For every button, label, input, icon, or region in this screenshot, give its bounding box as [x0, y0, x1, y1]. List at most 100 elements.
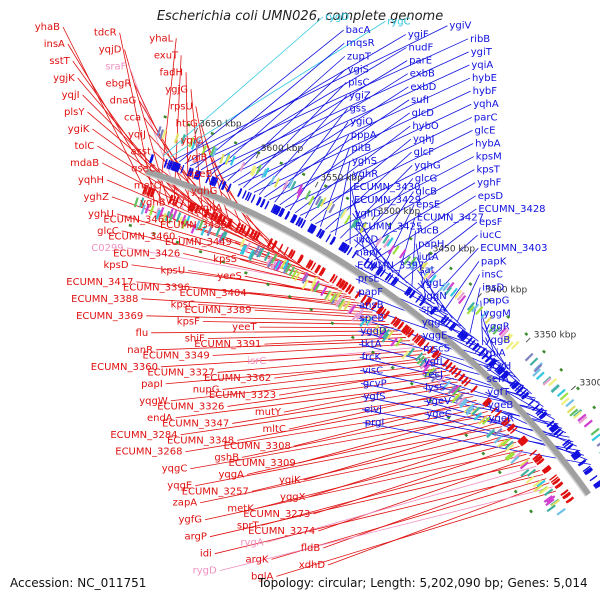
- cog-band: [149, 205, 155, 216]
- label-connector: [219, 486, 553, 572]
- gene-label: yggM: [483, 309, 510, 320]
- cog-band: [270, 253, 278, 264]
- gene-arrow: [238, 223, 244, 233]
- gene-arrow: [191, 203, 197, 213]
- gene-label: insC: [482, 269, 503, 280]
- cog-band: [364, 314, 372, 325]
- gene-arrow: [148, 154, 154, 164]
- cog-band: [566, 405, 576, 414]
- gene-arrow: [249, 228, 255, 238]
- gene-arrow: [250, 194, 256, 203]
- gene-arrow: [173, 162, 179, 172]
- gene-arrow: [463, 379, 472, 387]
- gene-label: zupT: [347, 51, 372, 62]
- gene-label: ygiS: [348, 64, 369, 75]
- gene-arrow: [468, 339, 476, 348]
- gene-arrow: [390, 316, 398, 325]
- cog-band: [263, 167, 270, 178]
- gene-arrow: [370, 301, 378, 311]
- label-connector: [415, 243, 427, 297]
- gene-arrow: [509, 427, 518, 434]
- cog-band: [501, 438, 511, 447]
- cog-band: [257, 247, 265, 258]
- cog-band: [316, 198, 324, 209]
- gene-arrow: [204, 208, 210, 218]
- gene-arrow: [457, 373, 466, 382]
- gene-arrow: [297, 254, 304, 264]
- label-connector: [160, 350, 423, 368]
- cog-band: [475, 306, 484, 316]
- cog-band: [161, 212, 167, 224]
- label-connector: [184, 34, 407, 165]
- gene-label: glcB: [416, 186, 438, 197]
- label-connector: [102, 162, 266, 248]
- gene-arrow: [205, 174, 210, 184]
- cog-band: [458, 397, 468, 407]
- cog-band: [506, 452, 516, 461]
- gene-arrow: [594, 483, 600, 489]
- cog-band: [173, 133, 180, 144]
- gene-label: parC: [474, 112, 498, 123]
- gene-label: exbD: [410, 82, 436, 93]
- gene-arrow: [404, 327, 412, 336]
- cog-band: [239, 161, 246, 172]
- gene-arrow: [573, 453, 582, 461]
- gene-arrow: [335, 277, 343, 287]
- label-connector: [417, 269, 453, 319]
- label-connector: [253, 90, 471, 193]
- gene-arrow: [489, 359, 498, 368]
- cog-band: [338, 300, 346, 311]
- cog-band: [190, 223, 197, 234]
- cog-band: [344, 214, 352, 225]
- gene-label: ECUMN_3460: [108, 232, 175, 243]
- gene-label: parE: [409, 56, 432, 67]
- cog-band: [409, 260, 418, 271]
- cog-band: [382, 328, 391, 339]
- gene-arrow: [413, 334, 421, 343]
- gene-arrow: [403, 326, 411, 335]
- gene-label: ECUMN_3348: [167, 435, 234, 446]
- cog-band: [382, 234, 390, 244]
- gene-arrow: [186, 167, 192, 177]
- cog-band: [244, 242, 251, 253]
- cog-band: [456, 397, 465, 407]
- gene-label: ECUMN_3274: [248, 526, 315, 537]
- cog-band: [180, 214, 187, 225]
- gene-arrow: [174, 196, 180, 206]
- label-connector: [214, 474, 544, 555]
- gene-label: ECUMN_3404: [180, 288, 247, 299]
- gene-label: rygA: [240, 537, 263, 548]
- cog-band: [398, 249, 407, 259]
- cog-band: [559, 392, 569, 401]
- gene-arrow: [536, 457, 545, 466]
- cog-band: [504, 333, 514, 343]
- gene-label: yghF: [477, 178, 502, 189]
- cog-band: [201, 145, 207, 156]
- gene-arrow: [543, 467, 552, 475]
- label-connector: [416, 256, 440, 308]
- cog-band: [492, 326, 501, 335]
- gene-arrow: [403, 286, 412, 295]
- label-connector: [173, 25, 448, 161]
- gene-arrow: [226, 218, 232, 228]
- cog-band: [438, 282, 447, 292]
- gene-label: ygiQ: [350, 117, 373, 128]
- gene-arrow: [209, 211, 216, 221]
- cog-band: [158, 206, 165, 218]
- label-connector: [195, 426, 503, 487]
- cog-band: [459, 399, 468, 409]
- cog-band: [473, 412, 483, 421]
- cog-band: [352, 218, 361, 229]
- gene-label: metK: [227, 503, 254, 514]
- cog-band: [255, 164, 262, 175]
- gene-arrow: [369, 261, 376, 270]
- label-connector: [183, 253, 338, 289]
- label-connector: [243, 82, 347, 188]
- gene-label: epsF: [479, 217, 503, 228]
- gene-label: ygeB: [488, 400, 513, 411]
- gene-label: glcG: [415, 173, 437, 184]
- gene-arrow: [338, 241, 345, 251]
- gene-label: ECUMN_3388: [71, 294, 138, 305]
- gene-label: yghU: [88, 209, 114, 220]
- gene-label: ECUMN_3360: [91, 362, 158, 373]
